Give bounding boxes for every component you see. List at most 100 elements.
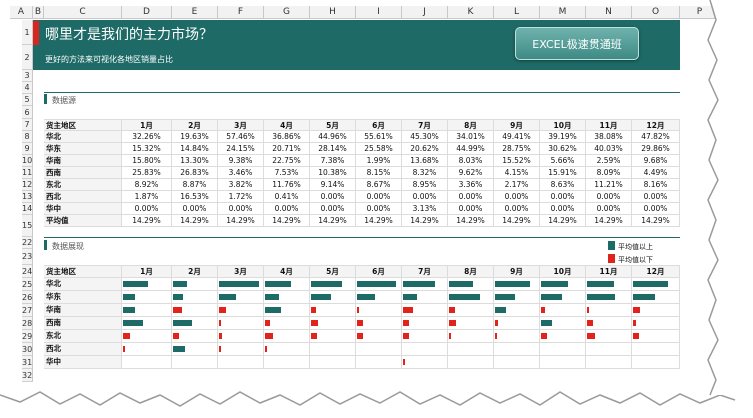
chart-bar [587,333,595,339]
course-button[interactable]: EXCEL极速贯通班 [515,27,639,60]
chart-bar [173,307,183,313]
month-header: 8月 [448,119,494,131]
month-header: 5月 [310,119,356,131]
table-cell: 38.08% [586,131,632,143]
row-header[interactable]: 29 [22,330,33,343]
table-cell: 0.00% [218,203,264,215]
row-header[interactable]: 32 [22,369,33,382]
chart-cell [448,343,494,356]
row-header[interactable]: 2 [22,45,33,70]
row-header[interactable]: 10 [22,155,33,167]
table-cell: 9.68% [632,155,680,167]
row-header[interactable]: 12 [22,179,33,191]
chart-cell [264,343,310,356]
row-header[interactable]: 25 [22,278,33,291]
row-header[interactable]: 31 [22,356,33,369]
column-header[interactable]: A [10,6,33,19]
chart-bar [449,281,473,287]
row-header[interactable]: 26 [22,291,33,304]
table-cell: 28.75% [494,143,540,155]
column-header[interactable]: N [586,6,632,19]
table-cell: 3.46% [218,167,264,179]
chart-bar [495,281,530,287]
chart-bar [403,294,418,300]
column-header[interactable]: F [218,6,264,19]
table-cell: 8.03% [448,155,494,167]
column-header[interactable]: E [172,6,218,19]
row-header[interactable]: 13 [22,191,33,203]
row-header[interactable]: 11 [22,167,33,179]
table-cell: 8.95% [402,179,448,191]
chart-bar [633,307,641,313]
table-cell: 45.30% [402,131,448,143]
row-header[interactable]: 5 [22,94,33,106]
month-header: 7月 [402,119,448,131]
row-header[interactable]: 7 [22,119,33,131]
chart-bar [449,307,455,313]
row-header[interactable]: 1 [22,20,33,45]
column-header[interactable]: D [122,6,172,19]
column-header[interactable]: J [402,6,448,19]
column-header[interactable]: H [310,6,356,19]
column-header[interactable]: I [356,6,402,19]
chart-bar [123,320,143,326]
table-cell: 0.00% [586,191,632,203]
chart-cell [402,317,448,330]
row-header[interactable]: 15 [22,215,33,237]
chart-bar [311,333,318,339]
chart-bar [403,307,413,313]
chart-bar [219,320,222,326]
column-header[interactable]: M [540,6,586,19]
table-cell: 13.30% [172,155,218,167]
chart-bar [541,307,545,313]
column-header[interactable]: G [264,6,310,19]
row-header[interactable]: 28 [22,317,33,330]
column-header[interactable]: L [494,6,540,19]
table-cell: 3.82% [218,179,264,191]
table-cell: 3.36% [448,179,494,191]
chart-cell [264,317,310,330]
row-header[interactable]: 14 [22,203,33,215]
table-cell: 47.82% [632,131,680,143]
table-cell: 20.71% [264,143,310,155]
table-cell: 0.00% [402,191,448,203]
column-header[interactable]: B [33,6,44,19]
row-header[interactable]: 27 [22,304,33,317]
chart-cell [632,317,680,330]
table-cell: 9.38% [218,155,264,167]
month-header: 6月 [356,119,402,131]
row-header[interactable]: 8 [22,131,33,143]
row-header[interactable]: 22 [22,237,33,249]
chart-bar [265,333,274,339]
column-header[interactable]: P [680,6,720,19]
column-header[interactable]: K [448,6,494,19]
row-header[interactable]: 6 [22,106,33,119]
legend-below-swatch [608,254,615,263]
table-cell: 7.38% [310,155,356,167]
region-label: 华东 [44,143,122,155]
chart-cell [494,330,540,343]
chart-region-label: 西南 [44,317,122,330]
chart-bar [265,346,267,352]
chart-cell [632,330,680,343]
chart-bar [123,307,136,313]
chart-region-label: 华南 [44,304,122,317]
column-header[interactable]: C [44,6,122,19]
table-cell: 14.29% [310,215,356,227]
table-cell: 14.84% [172,143,218,155]
column-header[interactable]: O [632,6,680,19]
row-header[interactable]: 3 [22,70,33,82]
month-header: 2月 [172,119,218,131]
table-cell: 44.99% [448,143,494,155]
table-cell: 0.00% [356,203,402,215]
table-cell: 0.00% [448,191,494,203]
row-header[interactable]: 24 [22,265,33,278]
row-header[interactable]: 30 [22,343,33,356]
chart-bar [495,294,516,300]
row-header[interactable]: 23 [22,249,33,265]
row-header[interactable]: 9 [22,143,33,155]
row-header[interactable]: 4 [22,82,33,94]
table-cell: 0.00% [310,191,356,203]
table-cell: 14.29% [356,215,402,227]
